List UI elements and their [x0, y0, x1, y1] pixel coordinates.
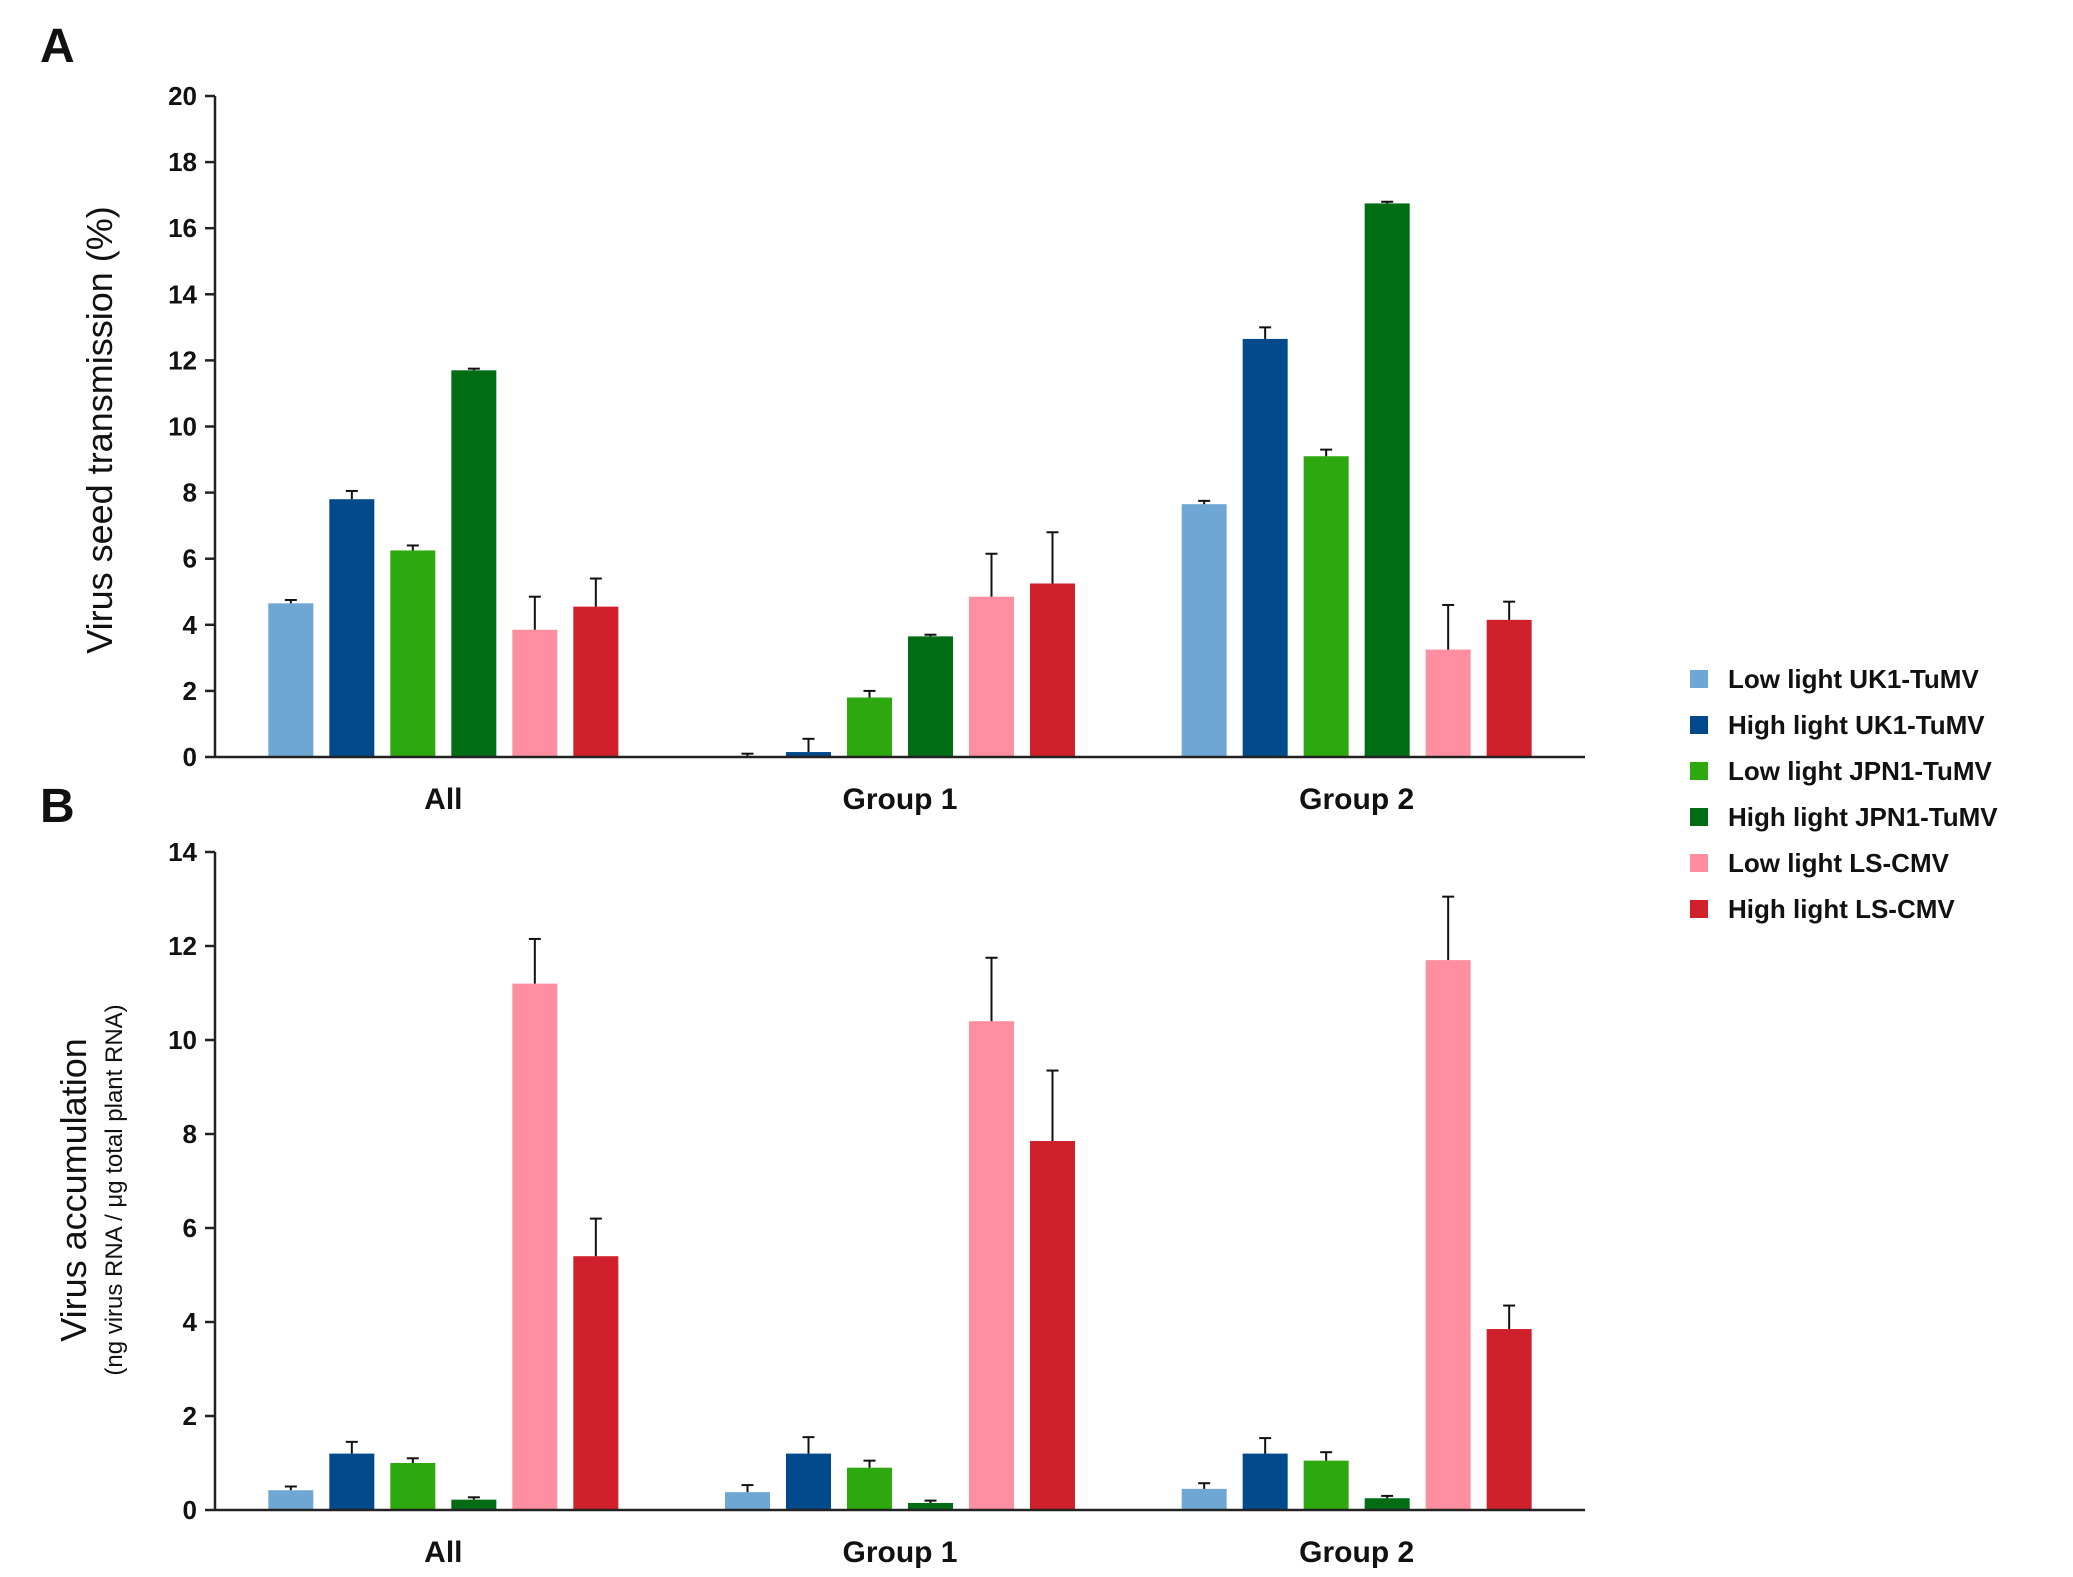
- panel-a-bar: [512, 629, 558, 757]
- panel-a-y-tick-label: 18: [168, 147, 197, 177]
- panel-b-bar: [1303, 1460, 1349, 1510]
- panel-letter-a: A: [40, 20, 75, 73]
- panel-b-bar: [573, 1256, 619, 1510]
- panel-b-x-categories: All Group 1 Group 2: [424, 1536, 1414, 1569]
- panel-a-bar: [786, 752, 831, 757]
- panel-b-y-tick-label: 6: [183, 1213, 197, 1243]
- panel-b-category-label: Group 2: [1299, 1536, 1414, 1569]
- panel-b-y-tick-label: 8: [183, 1119, 197, 1149]
- panel-a-bar: [847, 697, 892, 757]
- panel-b-bar: [908, 1502, 953, 1510]
- panel-a-y-tick-label: 0: [183, 742, 197, 772]
- panel-a-bar: [329, 499, 375, 757]
- panel-b-bar: [390, 1463, 436, 1510]
- panel-a-bar: [573, 606, 619, 757]
- panel-a-y-tick-label: 8: [183, 478, 197, 508]
- panel-a-bar: [1030, 583, 1075, 757]
- legend-label: Low light JPN1-TuMV: [1728, 756, 1992, 786]
- panel-letter-b: B: [40, 780, 75, 833]
- panel-a-y-axis-label: Virus seed transmission (%): [79, 206, 120, 654]
- legend-swatch: [1690, 716, 1708, 734]
- panel-a-category-label: Group 2: [1299, 783, 1414, 816]
- panel-b-y-tick-label: 14: [168, 837, 197, 867]
- panel-b-category-label: Group 1: [842, 1536, 957, 1569]
- panel-b-y-ticks: 0 2 4 6 8 10 12 14: [168, 837, 215, 1525]
- panel-b-bar: [969, 1021, 1014, 1510]
- panel-b-y-tick-label: 12: [168, 931, 197, 961]
- panel-b-bar: [725, 1492, 770, 1510]
- legend-label: Low light UK1-TuMV: [1728, 664, 1979, 694]
- panel-a-bar: [1364, 203, 1410, 758]
- legend-label: High light UK1-TuMV: [1728, 710, 1985, 740]
- panel-a-chart: Virus seed transmission (%) 0 2 4 6 8 10 12 14 1…: [79, 81, 1585, 816]
- panel-a-y-tick-label: 10: [168, 412, 197, 442]
- legend-label: High light LS-CMV: [1728, 894, 1955, 924]
- legend-label: High light JPN1-TuMV: [1728, 802, 1998, 832]
- panel-a-y-ticks: 0 2 4 6 8 10 12 14 16 18 20: [168, 81, 215, 772]
- panel-b-bar: [1486, 1329, 1532, 1510]
- panel-a-bar: [268, 603, 314, 757]
- panel-a-x-categories: All Group 1 Group 2: [424, 783, 1414, 816]
- panel-b-bar: [847, 1467, 892, 1510]
- panel-b-bars: [268, 960, 1532, 1510]
- panel-a-bar: [969, 596, 1014, 757]
- panel-a-bar: [908, 636, 953, 757]
- panel-a-bar: [1425, 649, 1471, 757]
- panel-a-y-tick-label: 20: [168, 81, 197, 111]
- legend-swatch: [1690, 762, 1708, 780]
- panel-b-y-tick-label: 2: [183, 1401, 197, 1431]
- panel-a-bar: [451, 370, 497, 757]
- panel-a-y-tick-label: 2: [183, 676, 197, 706]
- panel-a-bar: [390, 550, 436, 757]
- legend: Low light UK1-TuMV High light UK1-TuMV Low…: [1690, 664, 1998, 924]
- legend-swatch: [1690, 900, 1708, 918]
- panel-b-y-axis-sublabel: (ng virus RNA / μg total plant RNA): [101, 1004, 128, 1375]
- panel-b-bar: [329, 1453, 375, 1510]
- legend-swatch: [1690, 808, 1708, 826]
- panel-b-bar: [512, 983, 558, 1510]
- panel-a-bar: [1181, 504, 1227, 757]
- panel-a-y-tick-label: 6: [183, 544, 197, 574]
- panel-a-bar: [1486, 619, 1532, 757]
- legend-label: Low light LS-CMV: [1728, 848, 1950, 878]
- panel-b-bar: [268, 1490, 314, 1510]
- panel-a-y-tick-label: 4: [183, 610, 198, 640]
- panel-a-bar: [1242, 338, 1288, 757]
- legend-swatch: [1690, 670, 1708, 688]
- panel-a-y-tick-label: 16: [168, 213, 197, 243]
- panel-b-bar: [1425, 960, 1471, 1510]
- panel-a-bars: [268, 203, 1532, 758]
- panel-b-category-label: All: [424, 1536, 462, 1569]
- panel-b-bar: [1364, 1498, 1410, 1510]
- panel-a-bar: [1303, 456, 1349, 757]
- panel-b-y-tick-label: 0: [183, 1495, 197, 1525]
- panel-b-bar: [1181, 1488, 1227, 1510]
- legend-swatch: [1690, 854, 1708, 872]
- panel-a-category-label: Group 1: [842, 783, 957, 816]
- panel-b-error-bars: [284, 895, 1516, 1503]
- panel-a-category-label: All: [424, 783, 462, 816]
- panel-b-y-tick-label: 4: [183, 1307, 198, 1337]
- panel-b-bar: [451, 1499, 497, 1510]
- panel-a-y-tick-label: 14: [168, 279, 197, 309]
- panel-b-bar: [786, 1453, 831, 1510]
- panel-b-bar: [1030, 1141, 1075, 1510]
- panel-b-y-axis-label: Virus accumulation: [53, 1038, 94, 1342]
- panel-b-bar: [1242, 1453, 1288, 1510]
- panel-b-chart: Virus accumulation (ng virus RNA / μg to…: [53, 837, 1585, 1569]
- panel-a-y-tick-label: 12: [168, 345, 197, 375]
- panel-b-y-tick-label: 10: [168, 1025, 197, 1055]
